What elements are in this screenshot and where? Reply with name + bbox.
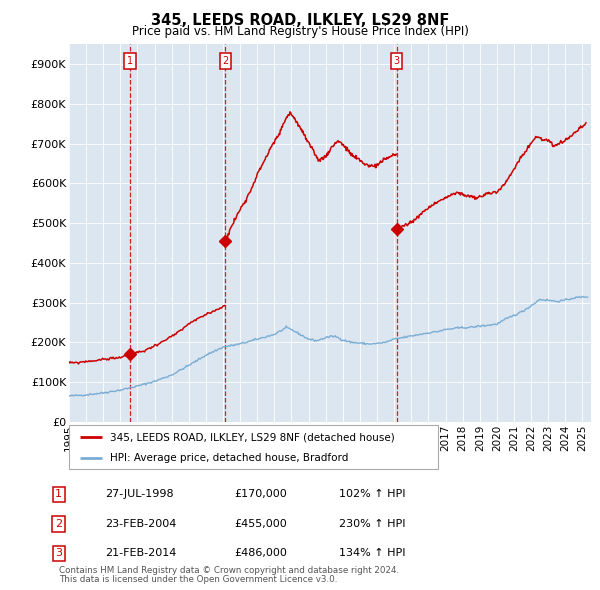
Text: 230% ↑ HPI: 230% ↑ HPI	[339, 519, 406, 529]
Text: 27-JUL-1998: 27-JUL-1998	[105, 490, 173, 499]
Text: 102% ↑ HPI: 102% ↑ HPI	[339, 490, 406, 499]
Text: 3: 3	[55, 549, 62, 558]
Text: 1: 1	[55, 490, 62, 499]
Text: £170,000: £170,000	[234, 490, 287, 499]
Text: HPI: Average price, detached house, Bradford: HPI: Average price, detached house, Brad…	[110, 453, 348, 463]
FancyBboxPatch shape	[69, 425, 438, 469]
Text: 134% ↑ HPI: 134% ↑ HPI	[339, 549, 406, 558]
Text: 2: 2	[55, 519, 62, 529]
Text: Price paid vs. HM Land Registry's House Price Index (HPI): Price paid vs. HM Land Registry's House …	[131, 25, 469, 38]
Text: £486,000: £486,000	[234, 549, 287, 558]
Text: 2: 2	[223, 56, 229, 66]
Text: This data is licensed under the Open Government Licence v3.0.: This data is licensed under the Open Gov…	[59, 575, 337, 584]
Text: 21-FEB-2014: 21-FEB-2014	[105, 549, 176, 558]
Text: 1: 1	[127, 56, 133, 66]
Text: Contains HM Land Registry data © Crown copyright and database right 2024.: Contains HM Land Registry data © Crown c…	[59, 566, 399, 575]
Text: 345, LEEDS ROAD, ILKLEY, LS29 8NF: 345, LEEDS ROAD, ILKLEY, LS29 8NF	[151, 13, 449, 28]
Text: 345, LEEDS ROAD, ILKLEY, LS29 8NF (detached house): 345, LEEDS ROAD, ILKLEY, LS29 8NF (detac…	[110, 432, 394, 442]
Text: 23-FEB-2004: 23-FEB-2004	[105, 519, 176, 529]
Text: 3: 3	[394, 56, 400, 66]
Text: £455,000: £455,000	[234, 519, 287, 529]
